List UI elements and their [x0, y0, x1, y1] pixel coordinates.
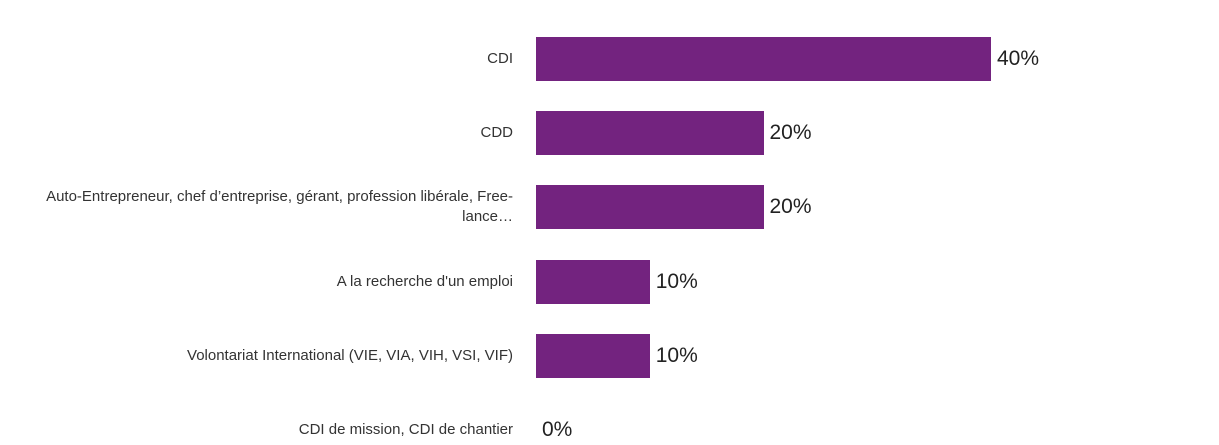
category-label: CDI	[0, 29, 513, 89]
category-text: CDD	[480, 124, 514, 142]
category-label: CDD	[0, 103, 514, 163]
value-label: 20%	[769, 195, 812, 219]
value-label: 40%	[997, 47, 1040, 70]
category-text: CDI	[487, 50, 513, 67]
category-label: CDI de mission, CDI de chantier	[0, 400, 513, 445]
value-label: 20%	[769, 121, 812, 145]
bar	[536, 259, 650, 304]
bar	[536, 37, 991, 81]
value-label: 10%	[655, 269, 698, 293]
bar	[536, 111, 764, 156]
bar	[536, 333, 650, 378]
value-label: 0%	[542, 418, 573, 441]
category-text: Volontariat International (VIE, VIA, VIH…	[187, 346, 513, 364]
category-text: Auto-Entrepreneur, chef d’entreprise, gé…	[46, 188, 513, 226]
category-label: A la recherche d'un emploi	[0, 252, 513, 312]
category-text: A la recherche d'un emploi	[336, 272, 513, 290]
category-text: CDI de mission, CDI de chantier	[298, 421, 513, 438]
category-label: Volontariat International (VIE, VIA, VIH…	[0, 326, 513, 386]
bar	[536, 185, 764, 230]
value-label: 10%	[655, 343, 698, 367]
category-label: Auto-Entrepreneur, chef d’entreprise, gé…	[0, 177, 513, 237]
